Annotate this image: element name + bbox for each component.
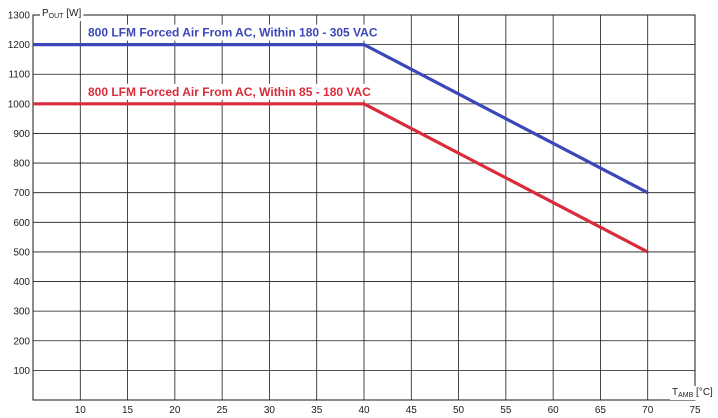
y-axis-title-bg (40, 7, 84, 21)
x-tick-label: 35 (311, 405, 323, 416)
y-tick-label: 600 (13, 218, 30, 229)
series-line-2 (33, 102, 649, 254)
x-tick-label: 65 (595, 405, 607, 416)
series-line-1 (33, 42, 649, 195)
x-axis-title-sub: AMB (678, 392, 694, 399)
y-tick-label: 1100 (8, 70, 30, 81)
y-tick-label: 100 (13, 366, 30, 377)
y-tick-label: 1300 (8, 11, 31, 22)
tick-labels: 10 15 20 25 30 35 40 45 50 55 60 65 70 75 100 200 300 400… (8, 11, 701, 417)
x-axis-title-main: T (672, 387, 678, 398)
x-tick-label: 45 (406, 405, 418, 416)
x-tick-label: 10 (75, 405, 87, 416)
y-tick-label: 400 (13, 277, 30, 288)
y-tick-label: 900 (13, 129, 30, 140)
x-tick-label: 15 (122, 405, 134, 416)
x-tick-label: 55 (500, 405, 512, 416)
y-axis-title-unit: [W] (63, 8, 81, 19)
x-tick-label: 60 (548, 405, 560, 416)
x-tick-label: 50 (453, 405, 465, 416)
y-tick-label: 500 (13, 247, 30, 258)
x-axis-title: TAMB [°C] (672, 387, 713, 399)
x-tick-label: 40 (358, 405, 370, 416)
y-axis-title-main: P (42, 8, 49, 19)
y-tick-label: 800 (13, 159, 30, 170)
y-tick-label: 1200 (8, 40, 31, 51)
x-axis-title-unit: [°C] (693, 387, 713, 398)
series-label-1: 800 LFM Forced Air From AC, Within 180 -… (88, 26, 378, 40)
axis-titles: POUT [W] TAMB [°C] (40, 7, 716, 400)
series-label-2: 800 LFM Forced Air From AC, Within 85 - … (88, 85, 371, 99)
x-axis-title-bg (670, 386, 716, 400)
y-axis-title: POUT [W] (42, 8, 81, 20)
x-tick-label: 20 (169, 405, 181, 416)
y-tick-label: 700 (13, 188, 30, 199)
series-lines (33, 42, 649, 254)
y-tick-label: 200 (13, 336, 30, 347)
grid (32, 14, 696, 401)
x-tick-label: 30 (264, 405, 276, 416)
series-label-bg-1 (84, 24, 382, 41)
series-labels: 800 LFM Forced Air From AC, Within 180 -… (84, 24, 382, 100)
y-tick-label: 1000 (8, 99, 31, 110)
x-tick-label: 75 (689, 405, 701, 416)
y-tick-label: 300 (13, 307, 30, 318)
x-tick-label: 70 (642, 405, 654, 416)
x-tick-label: 25 (217, 405, 229, 416)
y-axis-title-sub: OUT (49, 13, 65, 20)
series-label-bg-2 (84, 83, 376, 100)
